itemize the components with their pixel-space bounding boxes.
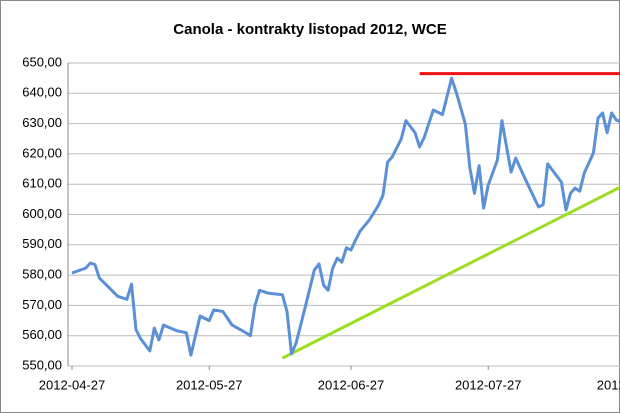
y-tick-label: 640,00 — [22, 85, 62, 100]
trend-line — [281, 185, 620, 360]
y-tick-label: 620,00 — [22, 145, 62, 160]
x-tick-label: 2012-07-27 — [455, 377, 522, 392]
y-tick-label: 570,00 — [22, 297, 62, 312]
x-tick-label: 2012-04-27 — [39, 377, 106, 392]
chart-title: Canola - kontrakty listopad 2012, WCE — [173, 21, 446, 38]
x-tick-label: 2012-06-27 — [318, 377, 385, 392]
data-line — [71, 76, 620, 357]
y-tick-label: 650,00 — [22, 54, 62, 69]
y-tick-label: 600,00 — [22, 206, 62, 221]
y-tick-label: 560,00 — [22, 327, 62, 342]
x-tick-label: 2012-05-27 — [176, 377, 243, 392]
x-tick-label: 2012-08-27 — [597, 377, 620, 392]
y-tick-label: 630,00 — [22, 115, 62, 130]
y-tick-label: 610,00 — [22, 176, 62, 191]
y-tick-label: 590,00 — [22, 236, 62, 251]
y-tick-label: 580,00 — [22, 267, 62, 282]
y-tick-label: 550,00 — [22, 357, 62, 372]
